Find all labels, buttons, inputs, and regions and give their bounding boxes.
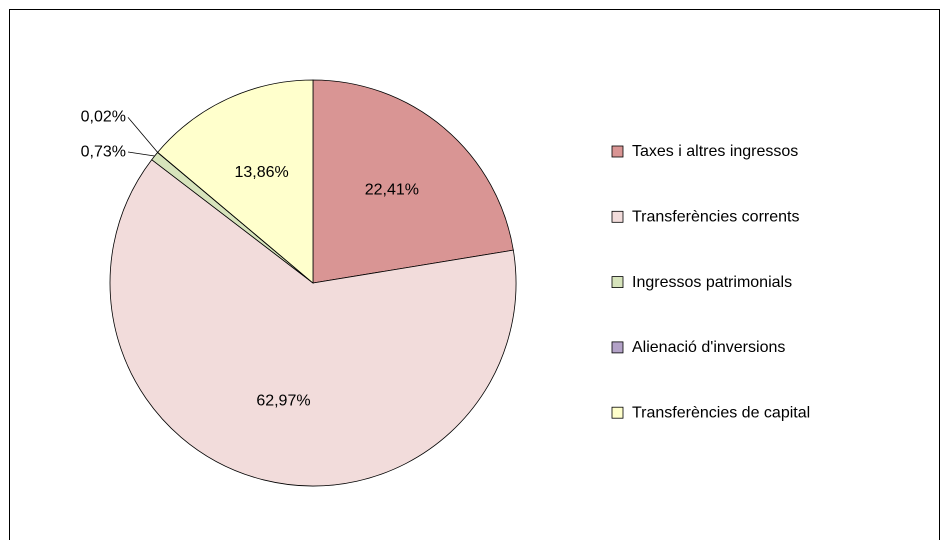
data-label: 13,86% — [234, 164, 288, 181]
legend-swatch — [611, 145, 624, 158]
legend-label: Alienació d'inversions — [632, 339, 785, 356]
data-label: 62,97% — [256, 392, 310, 409]
data-label: 0,73% — [81, 143, 126, 160]
legend-swatch — [611, 341, 624, 354]
pie-slice — [109, 159, 517, 487]
legend-label: Transferències de capital — [632, 404, 810, 421]
leader-line — [127, 151, 155, 157]
legend-swatch — [611, 210, 624, 223]
legend-swatch — [611, 406, 624, 419]
data-label: 0,02% — [81, 109, 126, 126]
legend-label: Ingressos patrimonials — [632, 274, 792, 291]
leader-line — [127, 117, 158, 153]
pie-slice — [157, 79, 314, 284]
data-label: 22,41% — [365, 181, 419, 198]
legend-swatch — [611, 276, 624, 289]
pie-slice — [312, 79, 514, 284]
legend-label: Taxes i altres ingressos — [632, 143, 798, 160]
legend-label: Transferències corrents — [632, 209, 799, 226]
